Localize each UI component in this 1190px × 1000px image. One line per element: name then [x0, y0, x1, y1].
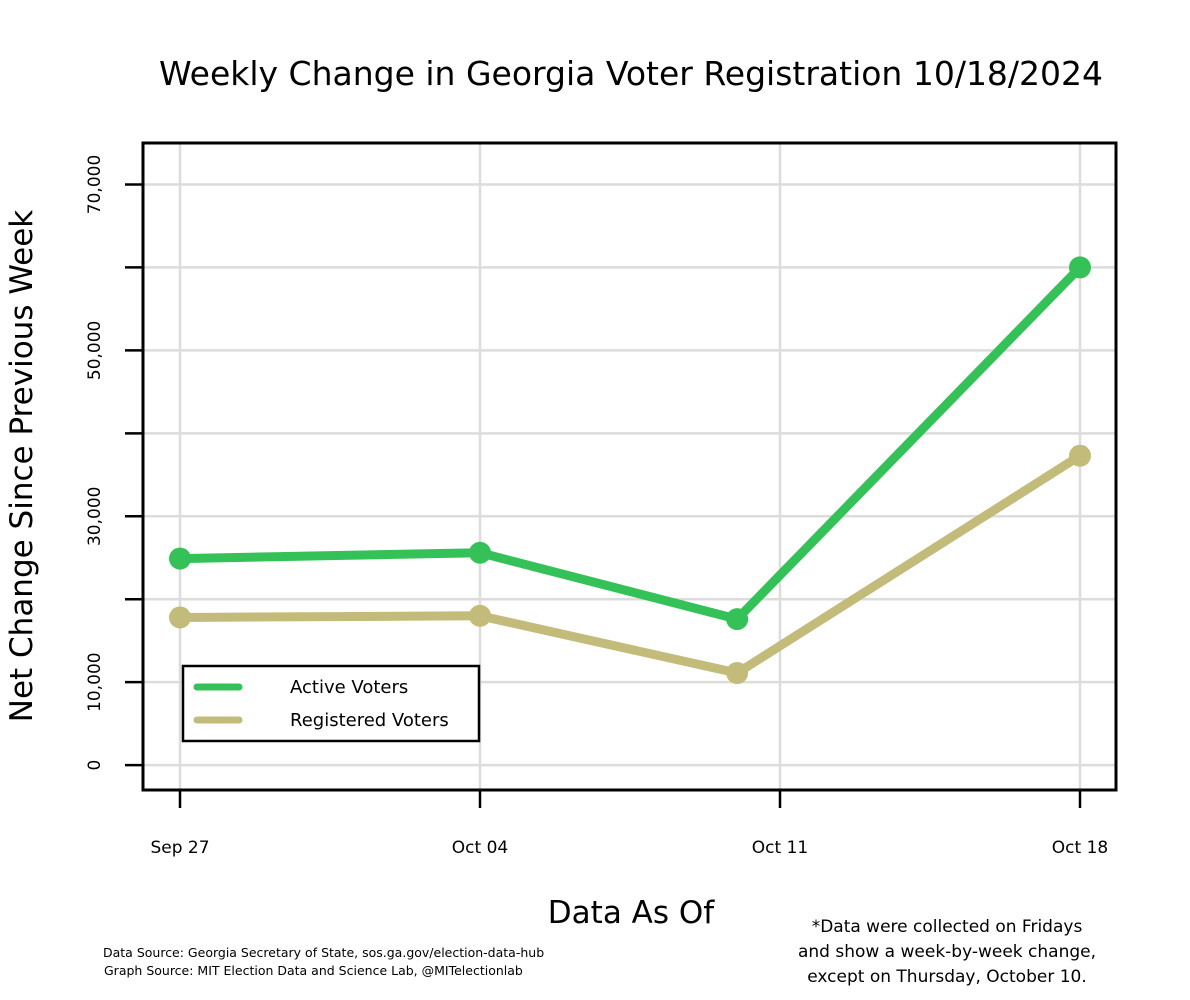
sources: Data Source: Georgia Secretary of State,… — [103, 945, 544, 978]
data-point-0-1 — [469, 541, 491, 564]
x-tick-label: Sep 27 — [150, 838, 209, 858]
y-tick-label: 50,000 — [85, 321, 105, 380]
footnote-line-2: and show a week-by-week change, — [798, 942, 1096, 962]
y-tick-label: 0 — [85, 760, 105, 771]
series-group — [169, 256, 1091, 685]
legend: Active Voters Registered Voters — [181, 664, 481, 743]
data-point-1-2 — [726, 662, 749, 685]
y-tick-label: 70,000 — [85, 155, 105, 214]
series-line-1 — [175, 451, 1085, 678]
data-point-0-2 — [726, 608, 749, 631]
series-line-0 — [175, 262, 1085, 624]
plot-frame — [141, 141, 1118, 792]
y-tick-label: 30,000 — [85, 487, 105, 546]
footnote-line-3: except on Thursday, October 10. — [807, 967, 1087, 987]
legend-label-active: Active Voters — [290, 677, 408, 698]
legend-box — [181, 664, 481, 743]
y-axis-title: Net Change Since Previous Week — [4, 210, 40, 723]
footnote-line-1: *Data were collected on Fridays — [812, 917, 1083, 937]
legend-label-registered: Registered Voters — [290, 710, 449, 731]
data-source: Data Source: Georgia Secretary of State,… — [103, 945, 544, 960]
y-tick-label: 10,000 — [85, 652, 105, 711]
data-point-1-1 — [469, 604, 491, 627]
y-axis: 0 10,000 30,000 50,000 70,000 — [85, 155, 143, 771]
data-point-1-0 — [169, 606, 191, 629]
data-point-0-0 — [169, 547, 191, 570]
chart-title: Weekly Change in Georgia Voter Registrat… — [159, 54, 1103, 93]
graph-source: Graph Source: MIT Election Data and Scie… — [104, 963, 523, 978]
footnote: *Data were collected on Fridays and show… — [798, 917, 1096, 987]
x-tick-label: Oct 04 — [452, 838, 508, 858]
x-tick-label: Oct 11 — [752, 838, 808, 858]
x-axis-title: Data As Of — [548, 895, 715, 931]
data-point-0-3 — [1069, 256, 1091, 279]
x-axis: Sep 27 Oct 04 Oct 11 Oct 18 — [150, 790, 1108, 858]
data-point-1-3 — [1069, 444, 1091, 467]
x-tick-label: Oct 18 — [1052, 838, 1108, 858]
